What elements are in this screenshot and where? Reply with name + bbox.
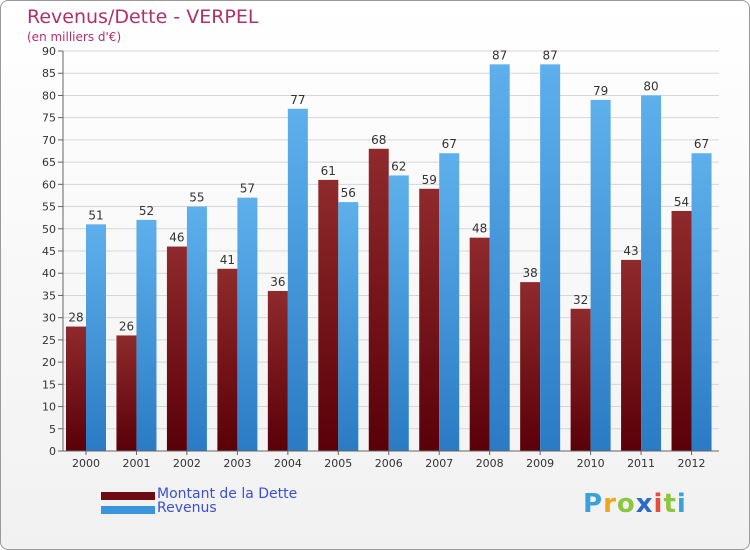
bars-layer (66, 64, 712, 452)
bar-dette-2000 (66, 326, 86, 451)
bar-revenus-2002 (186, 206, 207, 451)
x-tick-label-2012: 2012 (678, 457, 706, 470)
data-label-dette-2006: 68 (371, 133, 386, 147)
bar-dette-2006 (368, 148, 389, 451)
bar-dette-2003 (217, 268, 238, 451)
chart-title: Revenus/Dette - VERPEL (27, 6, 259, 28)
data-label-revenus-2012: 67 (694, 137, 709, 151)
data-label-dette-2003: 41 (220, 253, 235, 267)
data-label-revenus-2007: 67 (442, 137, 457, 151)
bar-revenus-2009 (540, 64, 561, 452)
bar-dette-2009 (520, 282, 541, 451)
y-tick-label: 15 (42, 378, 56, 391)
x-tick-label-2009: 2009 (526, 457, 554, 470)
legend-label-revenus: Revenus (157, 500, 217, 516)
data-label-revenus-2010: 79 (593, 84, 608, 98)
data-label-dette-2005: 61 (321, 164, 336, 178)
data-label-revenus-2004: 77 (290, 93, 305, 107)
axis-layer: 0 5 10 15 20 25 30 35 40 45 50 55 60 65 70 75 80 85 90 2000… (42, 45, 719, 470)
legend-swatch-revenus (101, 506, 155, 514)
y-tick-label: 70 (42, 134, 56, 147)
bar-revenus-2004 (287, 108, 308, 452)
y-tick-label: 40 (42, 267, 56, 280)
data-label-revenus-2011: 80 (643, 79, 658, 93)
data-label-dette-2009: 38 (523, 266, 538, 280)
y-tick-label: 20 (42, 356, 56, 369)
bar-revenus-2010 (590, 99, 611, 451)
data-label-revenus-2003: 57 (240, 182, 255, 196)
proxiti-logo: Proxiti (583, 489, 687, 519)
bar-revenus-2012 (691, 153, 712, 451)
bar-revenus-2007 (439, 153, 460, 451)
data-label-revenus-2006: 62 (391, 159, 406, 173)
x-tick-label-2006: 2006 (375, 457, 403, 470)
bar-dette-2010 (570, 308, 591, 451)
bar-dette-2004 (267, 291, 288, 451)
bar-dette-2008 (469, 237, 490, 451)
data-label-revenus-2008: 87 (492, 48, 507, 62)
y-tick-label: 85 (42, 67, 56, 80)
bar-revenus-2011 (641, 95, 662, 451)
x-tick-label-2002: 2002 (173, 457, 201, 470)
data-label-dette-2001: 26 (119, 319, 134, 333)
x-tick-label-2010: 2010 (577, 457, 605, 470)
x-tick-label-2007: 2007 (425, 457, 453, 470)
data-label-revenus-2001: 52 (139, 204, 154, 218)
y-tick-label: 25 (42, 334, 56, 347)
x-tick-label-2008: 2008 (476, 457, 504, 470)
x-tick-label-2003: 2003 (223, 457, 251, 470)
y-tick-label: 10 (42, 401, 56, 414)
bar-revenus-2001 (136, 219, 157, 451)
bar-dette-2005 (318, 179, 339, 451)
y-tick-label: 50 (42, 223, 56, 236)
data-label-dette-2004: 36 (270, 275, 285, 289)
data-label-revenus-2009: 87 (543, 48, 558, 62)
y-tick-label: 90 (42, 45, 56, 58)
y-tick-label: 65 (42, 156, 56, 169)
bar-dette-2001 (116, 335, 137, 451)
y-tick-label: 55 (42, 201, 56, 214)
bar-revenus-2003 (237, 197, 258, 451)
chart-subtitle: (en milliers d'€) (27, 30, 122, 44)
x-tick-label-2005: 2005 (324, 457, 352, 470)
data-label-dette-2007: 59 (422, 173, 437, 187)
y-tick-label: 5 (49, 423, 56, 436)
data-label-dette-2000: 28 (68, 311, 83, 325)
y-tick-label: 45 (42, 245, 56, 258)
y-tick-label: 30 (42, 312, 56, 325)
x-tick-label-2011: 2011 (627, 457, 655, 470)
legend-label-dette: Montant de la Dette (157, 486, 298, 502)
data-label-revenus-2005: 56 (341, 186, 356, 200)
x-tick-label-2001: 2001 (122, 457, 150, 470)
y-tick-label: 80 (42, 89, 56, 102)
data-label-dette-2008: 48 (472, 222, 487, 236)
bar-dette-2007 (419, 188, 440, 451)
x-tick-label-2000: 2000 (72, 457, 100, 470)
bar-dette-2012 (671, 211, 692, 451)
bar-revenus-2000 (86, 224, 106, 451)
x-tick-label-2004: 2004 (274, 457, 302, 470)
y-tick-label: 60 (42, 178, 56, 191)
data-label-revenus-2002: 55 (189, 191, 204, 205)
data-label-revenus-2000: 51 (88, 208, 103, 222)
data-label-dette-2010: 32 (573, 293, 588, 307)
bar-revenus-2005 (338, 202, 359, 451)
bar-revenus-2006 (388, 175, 409, 451)
data-label-dette-2002: 46 (169, 231, 184, 245)
bar-revenus-2008 (489, 64, 510, 452)
labels-layer: 28 51 26 52 46 55 41 57 36 77 61 56 68 62 59 67 48 87 38 87… (68, 48, 709, 333)
y-tick-label: 75 (42, 112, 56, 125)
bar-dette-2002 (166, 246, 187, 451)
bar-dette-2011 (621, 259, 642, 451)
legend-swatch-dette (101, 492, 155, 500)
data-label-dette-2012: 54 (674, 195, 689, 209)
data-label-dette-2011: 43 (623, 244, 638, 258)
y-tick-label: 35 (42, 289, 56, 302)
y-tick-label: 0 (49, 445, 56, 458)
